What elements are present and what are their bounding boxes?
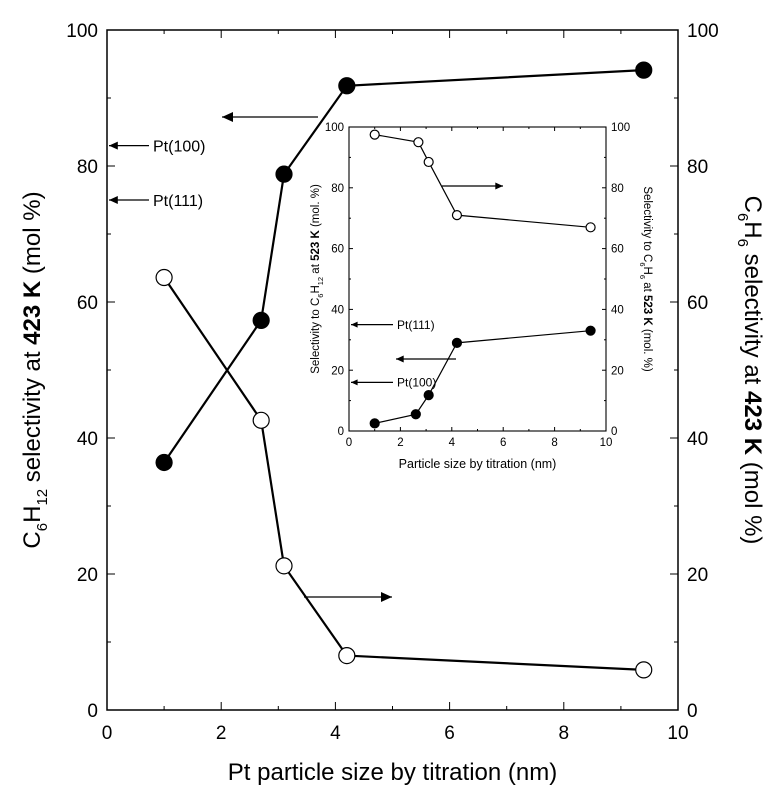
y-tick-label-right: 100 [687,21,719,42]
y-tick-label-right: 40 [611,305,624,317]
y-tick-label-right: 80 [611,183,624,195]
y-tick-label-left: 40 [331,305,344,317]
y-tick-label-left: 80 [77,157,98,178]
x-axis-label: Pt particle size by titration (nm) [228,759,557,786]
annotation-label: Pt(100) [397,376,436,390]
y-tick-label-left: 60 [331,244,344,256]
y-tick-label-left: 20 [77,565,98,586]
x-tick-label: 6 [500,437,506,449]
y-tick-label-right: 60 [611,244,624,256]
y-axis-label-right: C6H6 selectivity at 423 K (mol %) [734,196,766,545]
data-point-open [635,661,653,679]
plot-frame [348,126,607,432]
y-tick-label-right: 100 [611,122,630,134]
series-arrow-left-head [222,112,233,122]
inset-y-axis-label-left: Selectivity to C6H12 at 523 K (mol. %) [310,184,325,374]
annotation-arrow [109,141,149,150]
x-tick-label: 6 [444,723,455,744]
y-tick-label-right: 80 [687,157,708,178]
inset-series-arrow-left [396,355,456,363]
annotation-arrow [351,321,393,328]
x-tick-label: 8 [559,723,570,744]
y-tick-label-left: 100 [66,21,98,42]
data-point-open [369,129,380,140]
y-tick-label-right: 0 [687,701,698,722]
series-arrow-left [222,112,318,122]
y-tick-label-right: 60 [687,293,708,314]
x-tick-label: 2 [216,723,227,744]
inset-series-arrow-left-head [396,355,404,363]
annotation-arrow [109,196,149,204]
inset-series-arrow-right [442,182,503,190]
x-tick-label: 8 [551,437,557,449]
annotation-label: Pt(111) [397,318,435,332]
data-point-filled [451,337,463,348]
annotation-arrow-head [351,379,358,386]
data-point-filled [423,390,434,401]
data-point-filled [369,418,380,429]
y-tick-label-left: 20 [331,365,344,377]
x-axis-label: Particle size by titration (nm) [399,457,557,471]
data-point-filled [252,311,270,329]
y-tick-label-left: 40 [77,429,98,450]
data-point-open [155,268,173,287]
x-tick-label: 0 [346,437,352,449]
data-point-filled [410,409,421,420]
x-tick-label: 2 [397,437,403,449]
data-point-filled [338,77,356,95]
x-tick-label: 4 [449,437,456,449]
series-arrow-right [304,592,392,602]
inset-series-arrow-right-head [495,182,503,190]
y-tick-label-left: 60 [77,293,98,314]
y-tick-label-left: 100 [325,122,344,134]
data-point-open [585,222,596,233]
annotation-arrow [351,379,393,386]
y-tick-label-right: 40 [687,429,708,450]
data-point-open [413,137,424,148]
x-tick-label: 10 [600,437,613,449]
y-tick-label-right: 20 [687,565,708,586]
y-axis-label-left: C6H12 selectivity at 423 K (mol %) [19,191,51,548]
x-tick-label: 0 [102,723,113,744]
data-point-open [451,210,463,221]
x-tick-label: 4 [330,723,341,744]
data-point-open [275,557,293,575]
annotation-label: Pt(100) [153,138,205,155]
annotation-arrow-head [109,196,118,204]
y-tick-label-left: 0 [87,701,98,722]
data-point-filled [275,165,293,183]
data-point-open [252,411,270,429]
data-point-open [338,646,356,665]
data-point-filled [635,61,653,79]
annotation-arrow-head [351,321,358,328]
data-point-filled [585,325,596,336]
annotation-label: Pt(111) [153,193,203,210]
series-arrow-right-head [381,592,392,602]
y-tick-label-left: 0 [338,426,344,438]
y-tick-label-right: 0 [611,426,617,438]
y-tick-label-right: 20 [611,365,624,377]
x-tick-label: 10 [667,723,688,744]
y-tick-label-left: 80 [331,183,344,195]
inset-y-axis-label-right: Selectivity to C6H6 at 523 K (mol. %) [638,186,653,372]
data-point-open [423,156,434,168]
annotation-arrow-head [109,141,118,150]
data-point-filled [155,453,173,472]
